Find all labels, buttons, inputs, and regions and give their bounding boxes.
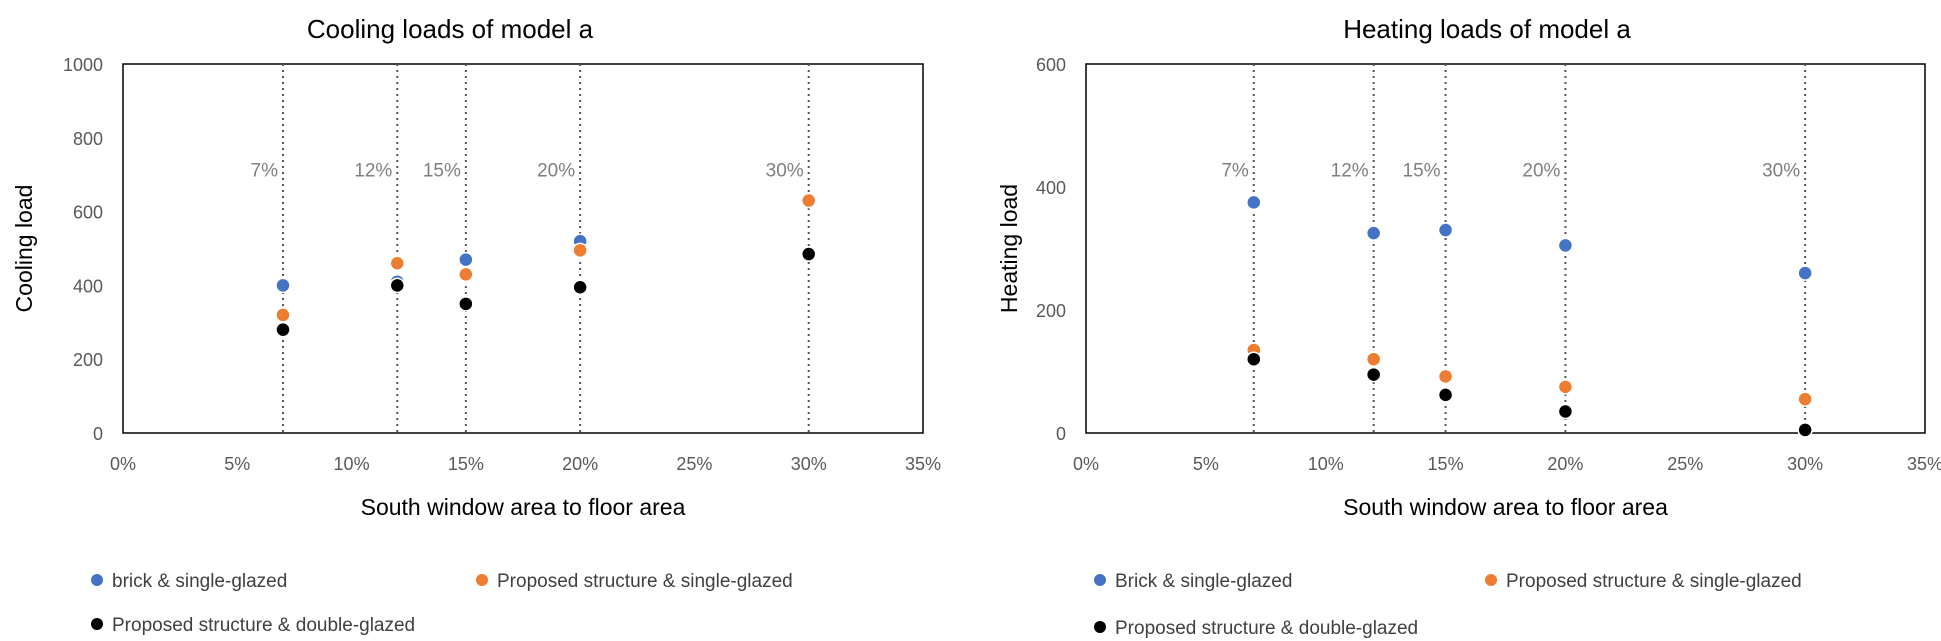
chart-1: Cooling loads of model a 0 200 400 600 800 100… bbox=[11, 14, 941, 636]
legend-marker bbox=[1485, 574, 1497, 586]
annotation-label: 12% bbox=[1331, 161, 1369, 182]
x-tick-label: 0% bbox=[1073, 454, 1099, 474]
legend: brick & single-glazed Proposed structure … bbox=[91, 571, 793, 636]
annotation-label: 12% bbox=[354, 161, 392, 182]
data-point bbox=[458, 251, 474, 268]
x-tick-label: 10% bbox=[1308, 454, 1344, 474]
annotation-label: 15% bbox=[1403, 161, 1441, 182]
x-tick-label: 25% bbox=[1667, 454, 1703, 474]
series-1 bbox=[275, 192, 817, 294]
data-point bbox=[275, 321, 291, 338]
data-point bbox=[1437, 387, 1454, 403]
data-point bbox=[389, 255, 406, 272]
x-tick-label: 10% bbox=[334, 454, 370, 474]
data-point bbox=[1246, 194, 1262, 211]
legend-marker bbox=[1094, 574, 1106, 586]
data-point bbox=[800, 246, 817, 262]
data-point bbox=[1557, 403, 1574, 420]
legend-marker bbox=[91, 618, 103, 630]
data-point bbox=[1557, 237, 1574, 254]
legend: Brick & single-glazed Proposed structure … bbox=[1094, 571, 1802, 639]
chart-title: Heating loads of model a bbox=[1343, 14, 1631, 44]
x-tick-label: 20% bbox=[562, 454, 598, 474]
series-1 bbox=[1246, 194, 1813, 281]
y-tick-label: 200 bbox=[1036, 301, 1066, 321]
y-tick-label: 1000 bbox=[63, 55, 103, 75]
data-point bbox=[1797, 391, 1813, 407]
chart-2: Heating loads of model a 0 200 400 600 0% 5% 10… bbox=[996, 14, 1941, 639]
x-tick-label: 20% bbox=[1547, 454, 1583, 474]
x-tick-label: 5% bbox=[1193, 454, 1219, 474]
data-point bbox=[800, 192, 817, 209]
annotation-label: 7% bbox=[1221, 161, 1249, 182]
data-point bbox=[458, 266, 474, 283]
data-point bbox=[1797, 265, 1813, 281]
data-point bbox=[572, 242, 588, 259]
annotation-label: 20% bbox=[537, 161, 575, 182]
y-tick-label: 0 bbox=[1056, 424, 1066, 444]
y-axis-label: Cooling load bbox=[11, 185, 37, 313]
legend-marker bbox=[1094, 621, 1106, 633]
y-tick-label: 0 bbox=[93, 424, 103, 444]
data-point bbox=[1437, 368, 1454, 385]
annotation-label: 30% bbox=[1762, 161, 1800, 182]
legend-label: Proposed structure & double-glazed bbox=[112, 615, 415, 636]
data-point bbox=[275, 277, 291, 294]
y-axis-label: Heating load bbox=[996, 184, 1022, 313]
data-point bbox=[1246, 351, 1262, 367]
x-tick-label: 25% bbox=[676, 454, 712, 474]
data-point bbox=[1365, 351, 1382, 367]
y-tick-label: 400 bbox=[1036, 178, 1066, 198]
legend-marker bbox=[476, 574, 488, 586]
y-tick-label: 600 bbox=[1036, 55, 1066, 75]
data-point bbox=[458, 296, 474, 312]
legend-label: Proposed structure & single-glazed bbox=[1506, 571, 1802, 592]
data-point bbox=[1365, 225, 1382, 241]
x-tick-label: 15% bbox=[448, 454, 484, 474]
legend-label: brick & single-glazed bbox=[112, 571, 287, 592]
x-tick-label: 35% bbox=[1907, 454, 1941, 474]
annotation-label: 30% bbox=[766, 161, 804, 182]
x-tick-label: 35% bbox=[905, 454, 941, 474]
data-point bbox=[1557, 379, 1574, 395]
series-3 bbox=[1246, 351, 1813, 438]
legend-marker bbox=[91, 574, 103, 586]
chart-title: Cooling loads of model a bbox=[307, 14, 594, 44]
data-point bbox=[1365, 366, 1382, 383]
x-axis-label: South window area to floor area bbox=[361, 494, 686, 520]
x-tick-label: 30% bbox=[1787, 454, 1823, 474]
legend-label: Brick & single-glazed bbox=[1115, 571, 1292, 592]
data-point bbox=[1437, 222, 1454, 238]
data-point bbox=[572, 279, 588, 295]
x-axis-label: South window area to floor area bbox=[1343, 494, 1668, 520]
series-2 bbox=[1246, 342, 1813, 407]
data-point bbox=[275, 307, 291, 323]
legend-label: Proposed structure & single-glazed bbox=[497, 571, 793, 592]
x-tick-label: 0% bbox=[110, 454, 136, 474]
plot-frame bbox=[122, 63, 924, 434]
x-tick-label: 30% bbox=[791, 454, 827, 474]
y-tick-label: 600 bbox=[73, 203, 103, 223]
x-tick-label: 5% bbox=[224, 454, 250, 474]
plot-frame bbox=[1085, 63, 1926, 434]
annotation-label: 15% bbox=[423, 161, 461, 182]
data-point bbox=[1797, 422, 1813, 438]
annotation-label: 20% bbox=[1522, 161, 1560, 182]
series-2 bbox=[275, 192, 817, 323]
y-tick-label: 200 bbox=[73, 350, 103, 370]
x-tick-label: 15% bbox=[1428, 454, 1464, 474]
data-point bbox=[389, 277, 406, 294]
series-3 bbox=[275, 246, 817, 338]
legend-label: Proposed structure & double-glazed bbox=[1115, 618, 1418, 639]
annotation-label: 7% bbox=[251, 161, 279, 182]
y-tick-label: 400 bbox=[73, 276, 103, 296]
y-tick-label: 800 bbox=[73, 129, 103, 149]
